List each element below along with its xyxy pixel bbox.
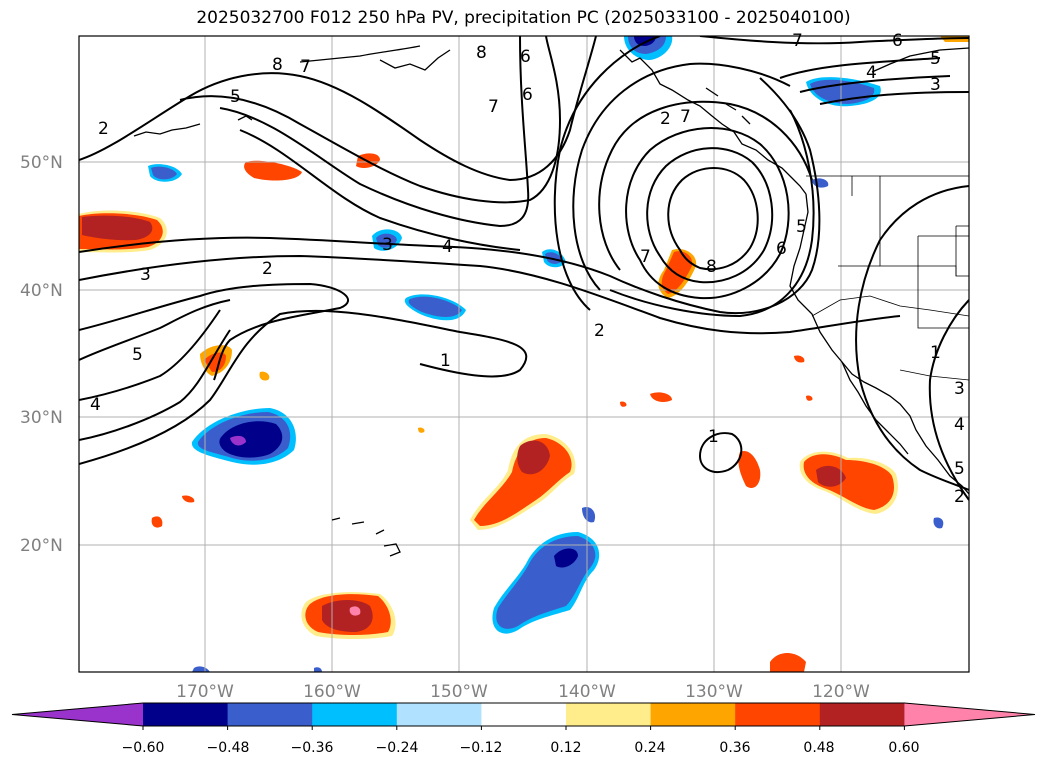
lon-label-130w: 130°W	[685, 682, 743, 702]
contour-label: 3	[140, 265, 151, 285]
colorbar-ticks	[142, 726, 905, 730]
longitude-labels: 170°W 160°W 150°W 140°W 130°W 120°W	[176, 682, 870, 702]
colorbar-segment	[143, 703, 229, 726]
contour-label: 7	[300, 57, 311, 77]
contour-label: 4	[442, 237, 453, 257]
contour-label: 8	[706, 257, 717, 277]
contour-label: 1	[708, 427, 719, 447]
contour-label: 5	[796, 217, 807, 237]
colorbar-segment	[12, 703, 143, 726]
cb-tick-label: −0.36	[291, 740, 334, 756]
cb-tick-label: −0.24	[376, 740, 419, 756]
contour-label: 1	[440, 351, 451, 371]
contour-label: 4	[90, 395, 101, 415]
contour-label: 1	[930, 343, 941, 363]
colorbar-segment	[904, 703, 1035, 726]
cb-tick-label: 0.60	[888, 740, 919, 756]
colorbar-segment	[650, 703, 736, 726]
contour-label: 5	[132, 345, 143, 365]
lat-label-50n: 50°N	[20, 153, 63, 173]
pv-contours	[79, 36, 969, 501]
map-frame	[78, 35, 970, 673]
lon-label-160w: 160°W	[303, 682, 361, 702]
colorbar-segment	[735, 703, 821, 726]
contour-label-group: 8 7 6 5 2 3 2 4 3 4 5 7 6 8 2 7 7 8 6 5 …	[90, 31, 965, 507]
lat-label-20n: 20°N	[20, 536, 63, 556]
coastlines	[133, 45, 969, 557]
contour-label: 6	[892, 31, 903, 51]
cb-tick-label: 0.48	[803, 740, 834, 756]
latitude-labels: 50°N 40°N 30°N 20°N	[20, 153, 63, 556]
colorbar-segment	[481, 703, 567, 726]
contour-label: 8	[476, 43, 487, 63]
contour-label: 7	[680, 107, 691, 127]
contour-label: 2	[954, 487, 965, 507]
contour-label: 6	[522, 85, 533, 105]
contour-label: 4	[954, 415, 965, 435]
colorbar-segment	[819, 703, 905, 726]
cb-tick-label: 0.36	[719, 740, 750, 756]
contour-label: 3	[930, 75, 941, 95]
cb-tick-label: 0.12	[550, 740, 581, 756]
cb-tick-label: −0.60	[122, 740, 165, 756]
colorbar-segment	[227, 703, 313, 726]
contour-label: 3	[954, 379, 965, 399]
contour-label: 6	[776, 239, 787, 259]
contour-label: 5	[954, 459, 965, 479]
contour-label: 4	[866, 63, 877, 83]
lat-label-40n: 40°N	[20, 281, 63, 301]
colorbar-segment	[312, 703, 398, 726]
contour-label: 3	[382, 235, 393, 255]
lon-label-140w: 140°W	[558, 682, 616, 702]
colorbar-segments	[11, 702, 1036, 727]
contour-label: 2	[262, 259, 273, 279]
contour-label: 2	[660, 109, 671, 129]
colorbar-segment	[396, 703, 482, 726]
contour-label: 2	[98, 119, 109, 139]
contour-label: 7	[488, 97, 499, 117]
contour-label: 6	[520, 47, 531, 67]
cb-tick-label: −0.48	[207, 740, 250, 756]
map-title: 2025032700 F012 250 hPa PV, precipitatio…	[196, 8, 851, 28]
map-panel	[79, 36, 969, 672]
cb-tick-label: 0.24	[634, 740, 665, 756]
lon-label-120w: 120°W	[812, 682, 870, 702]
colorbar: −0.60 −0.48 −0.36 −0.24 −0.12 0.12 0.24 …	[11, 702, 1036, 756]
contour-label: 5	[930, 49, 941, 69]
colorbar-segment	[566, 703, 652, 726]
lon-label-170w: 170°W	[176, 682, 234, 702]
contour-label: 7	[792, 31, 803, 51]
lon-label-150w: 150°W	[430, 682, 488, 702]
borders	[806, 175, 969, 381]
contour-label: 5	[230, 87, 241, 107]
cb-tick-label: −0.12	[460, 740, 503, 756]
contour-label: 2	[594, 321, 605, 341]
colorbar-tick-labels: −0.60 −0.48 −0.36 −0.24 −0.12 0.12 0.24 …	[122, 740, 920, 756]
contour-label: 8	[272, 55, 283, 75]
lat-label-30n: 30°N	[20, 408, 63, 428]
contour-label: 7	[640, 247, 651, 267]
